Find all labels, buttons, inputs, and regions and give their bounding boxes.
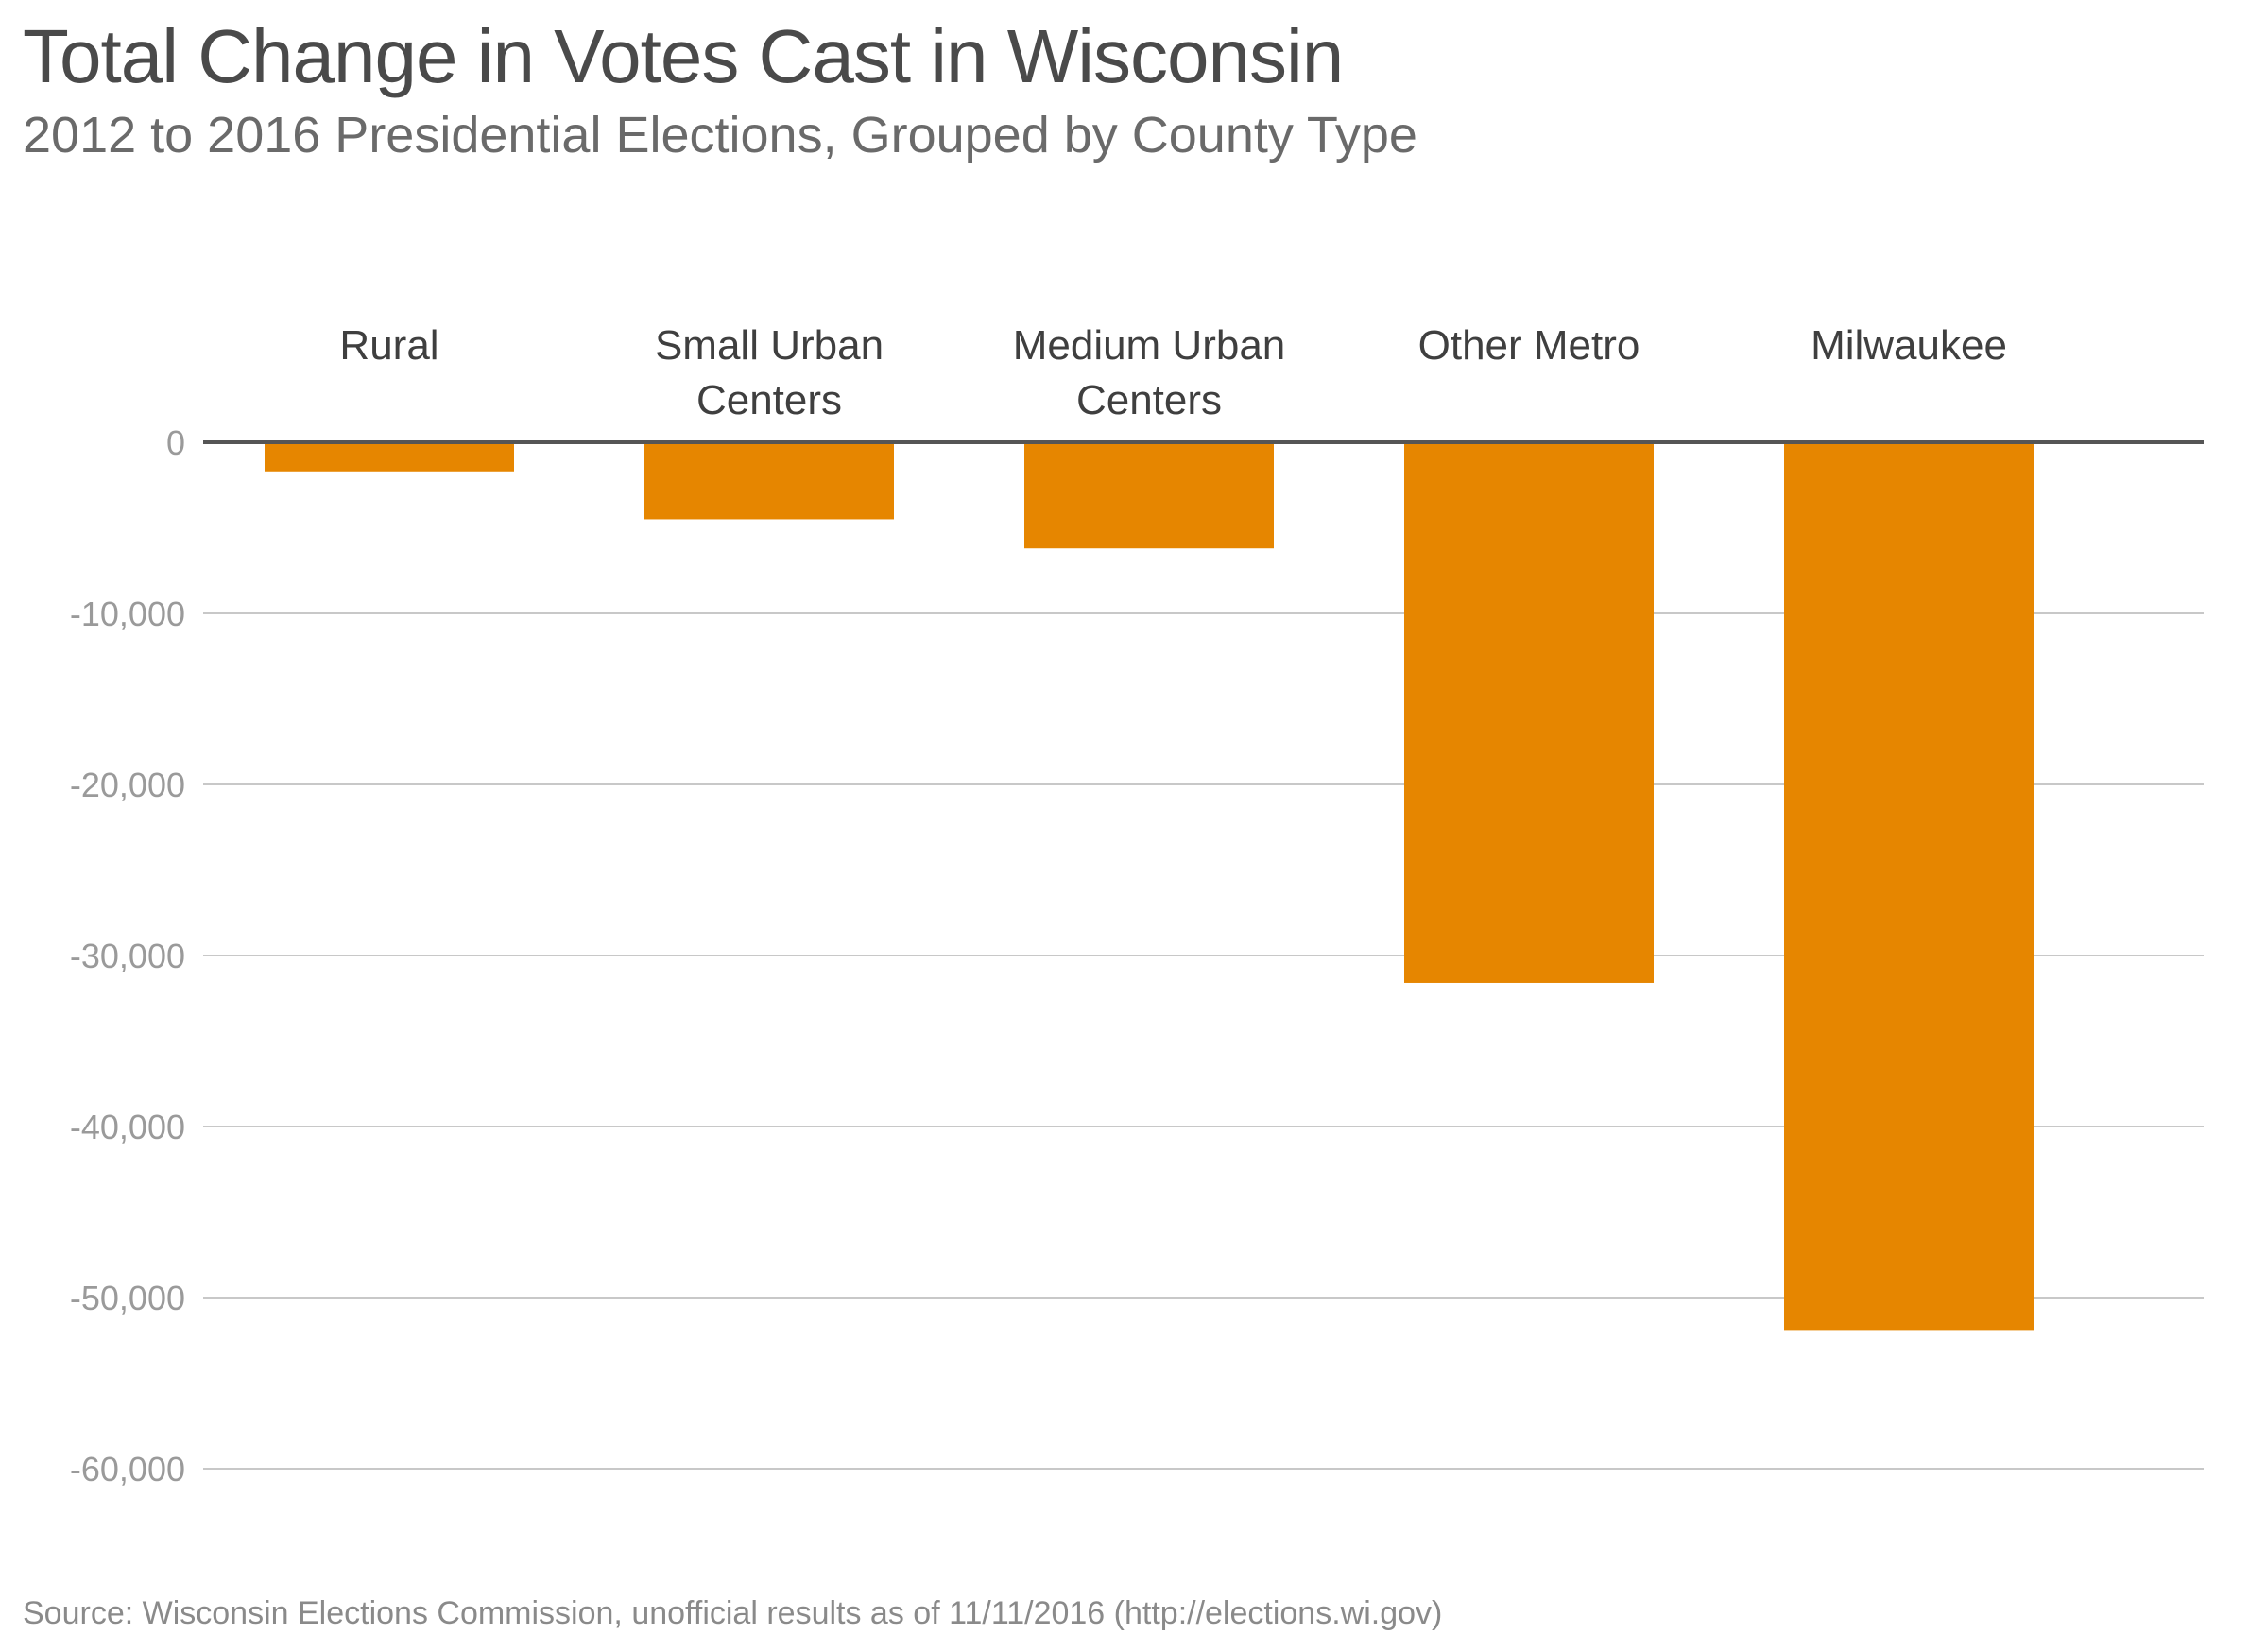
y-tick-label: -40,000 [70, 1108, 185, 1146]
bar [265, 442, 514, 472]
y-tick-label: -20,000 [70, 766, 185, 804]
y-tick-label: -30,000 [70, 937, 185, 975]
y-tick-label: -50,000 [70, 1279, 185, 1317]
category-label: Other Metro [1418, 322, 1640, 369]
bar [1404, 442, 1654, 983]
category-label: Small Urban Centers [655, 322, 884, 423]
source-note: Source: Wisconsin Elections Commission, … [23, 1595, 1443, 1631]
category-label: Medium Urban Centers [1013, 322, 1286, 423]
bar [1784, 442, 2034, 1331]
chart-subtitle: 2012 to 2016 Presidential Elections, Gro… [23, 107, 1417, 163]
chart-title: Total Change in Votes Cast in Wisconsin [23, 14, 1344, 98]
y-tick-label: 0 [166, 423, 185, 462]
bar [1024, 442, 1274, 549]
y-tick-label: -10,000 [70, 594, 185, 633]
bar [644, 442, 894, 520]
category-label: Milwaukee [1811, 322, 2007, 369]
category-label: Rural [339, 322, 438, 369]
y-tick-label: -60,000 [70, 1450, 185, 1489]
